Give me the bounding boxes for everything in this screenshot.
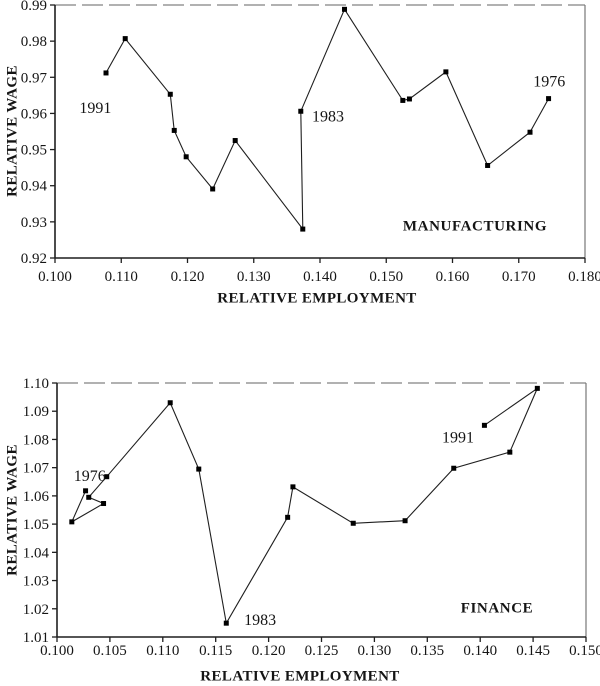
year-annotation: 1976 xyxy=(533,73,565,90)
data-point-marker xyxy=(167,400,173,406)
data-point-marker xyxy=(300,226,306,232)
data-point-marker xyxy=(86,494,92,500)
data-point-marker xyxy=(232,138,238,144)
y-tick-label: 0.93 xyxy=(21,215,47,231)
data-point-marker xyxy=(451,465,457,471)
data-point-marker xyxy=(534,385,540,391)
x-tick-label: 0.150 xyxy=(569,643,600,659)
x-tick-label: 0.100 xyxy=(38,269,72,285)
year-annotation: 1983 xyxy=(312,108,344,125)
x-tick-label: 0.170 xyxy=(502,269,536,285)
y-tick-label: 0.96 xyxy=(21,106,48,122)
x-tick-label: 0.180 xyxy=(568,269,600,285)
y-tick-label: 0.97 xyxy=(21,70,48,86)
finance-panel-label: FINANCE xyxy=(460,600,534,617)
data-point-marker xyxy=(400,97,406,103)
x-tick-label: 0.100 xyxy=(40,643,74,659)
y-tick-label: 0.99 xyxy=(21,0,47,14)
data-point-marker xyxy=(210,186,216,192)
x-tick-label: 0.140 xyxy=(303,269,337,285)
x-tick-label: 0.110 xyxy=(105,269,138,285)
y-tick-label: 0.92 xyxy=(21,251,47,267)
data-point-marker xyxy=(183,154,189,160)
y-tick-label: 0.94 xyxy=(21,179,48,195)
y-tick-label: 0.98 xyxy=(21,34,47,50)
y-tick-label: 1.01 xyxy=(23,630,49,646)
finance-y-axis-title: RELATIVE WAGE xyxy=(4,444,21,576)
data-point-marker xyxy=(507,449,513,455)
data-point-marker xyxy=(122,36,128,42)
data-line xyxy=(105,8,550,231)
year-annotation: 1991 xyxy=(79,100,111,117)
x-tick-label: 0.115 xyxy=(199,643,232,659)
data-point-marker xyxy=(101,501,107,507)
y-tick-label: 0.95 xyxy=(21,143,47,159)
data-point-marker xyxy=(406,96,412,102)
year-annotation: 1983 xyxy=(244,612,276,629)
y-tick-label: 1.02 xyxy=(23,602,49,618)
data-point-marker xyxy=(481,422,487,428)
x-tick-label: 0.110 xyxy=(146,643,179,659)
manufacturing-x-axis-title: RELATIVE EMPLOYMENT xyxy=(217,290,417,307)
manufacturing-y-axis-title: RELATIVE WAGE xyxy=(4,65,21,197)
data-point-marker xyxy=(223,620,229,626)
data-point-marker xyxy=(546,96,552,102)
data-point-marker xyxy=(342,6,348,12)
finance-chart: 0.100 0.105 0.110 0.115 0.120 0.125 0.130 0.135… xyxy=(23,376,600,659)
y-tick-label: 1.10 xyxy=(23,376,49,392)
data-point-marker xyxy=(196,466,202,472)
data-point-marker xyxy=(285,514,291,520)
data-point-marker xyxy=(83,488,89,494)
data-point-marker xyxy=(443,69,449,75)
data-point-marker xyxy=(167,91,173,97)
y-tick-label: 1.09 xyxy=(23,404,49,420)
y-tick-label: 1.07 xyxy=(23,461,50,477)
y-tick-label: 1.06 xyxy=(23,489,50,505)
x-tick-label: 0.140 xyxy=(463,643,497,659)
x-tick-label: 0.135 xyxy=(410,643,444,659)
data-point-marker xyxy=(69,519,75,525)
data-point-marker xyxy=(298,108,304,114)
data-point-marker xyxy=(527,129,533,135)
data-line xyxy=(70,386,539,625)
data-point-marker xyxy=(350,520,356,526)
y-tick-label: 1.05 xyxy=(23,517,49,533)
finance-x-axis-title: RELATIVE EMPLOYMENT xyxy=(200,668,400,685)
manufacturing-chart: 0.100 0.110 0.120 0.130 0.140 0.150 0.160 0.170… xyxy=(21,0,600,285)
x-tick-label: 0.120 xyxy=(252,643,286,659)
x-tick-label: 0.125 xyxy=(305,643,339,659)
x-tick-label: 0.160 xyxy=(436,269,470,285)
data-point-marker xyxy=(103,70,109,76)
data-point-marker xyxy=(104,474,110,480)
y-tick-label: 1.08 xyxy=(23,432,49,448)
y-tick-label: 1.04 xyxy=(23,545,50,561)
data-point-marker xyxy=(290,484,296,490)
x-tick-label: 0.130 xyxy=(358,643,392,659)
data-point-marker xyxy=(485,162,491,168)
x-tick-label: 0.120 xyxy=(171,269,205,285)
x-tick-label: 0.130 xyxy=(237,269,271,285)
year-annotation: 1991 xyxy=(442,429,474,446)
x-tick-label: 0.145 xyxy=(516,643,550,659)
data-point-marker xyxy=(402,518,408,524)
year-annotation: 1976 xyxy=(74,468,106,485)
x-tick-label: 0.105 xyxy=(93,643,127,659)
manufacturing-panel-label: MANUFACTURING xyxy=(402,218,548,235)
data-point-marker xyxy=(171,127,177,133)
x-tick-label: 0.150 xyxy=(369,269,403,285)
y-tick-label: 1.03 xyxy=(23,574,49,590)
